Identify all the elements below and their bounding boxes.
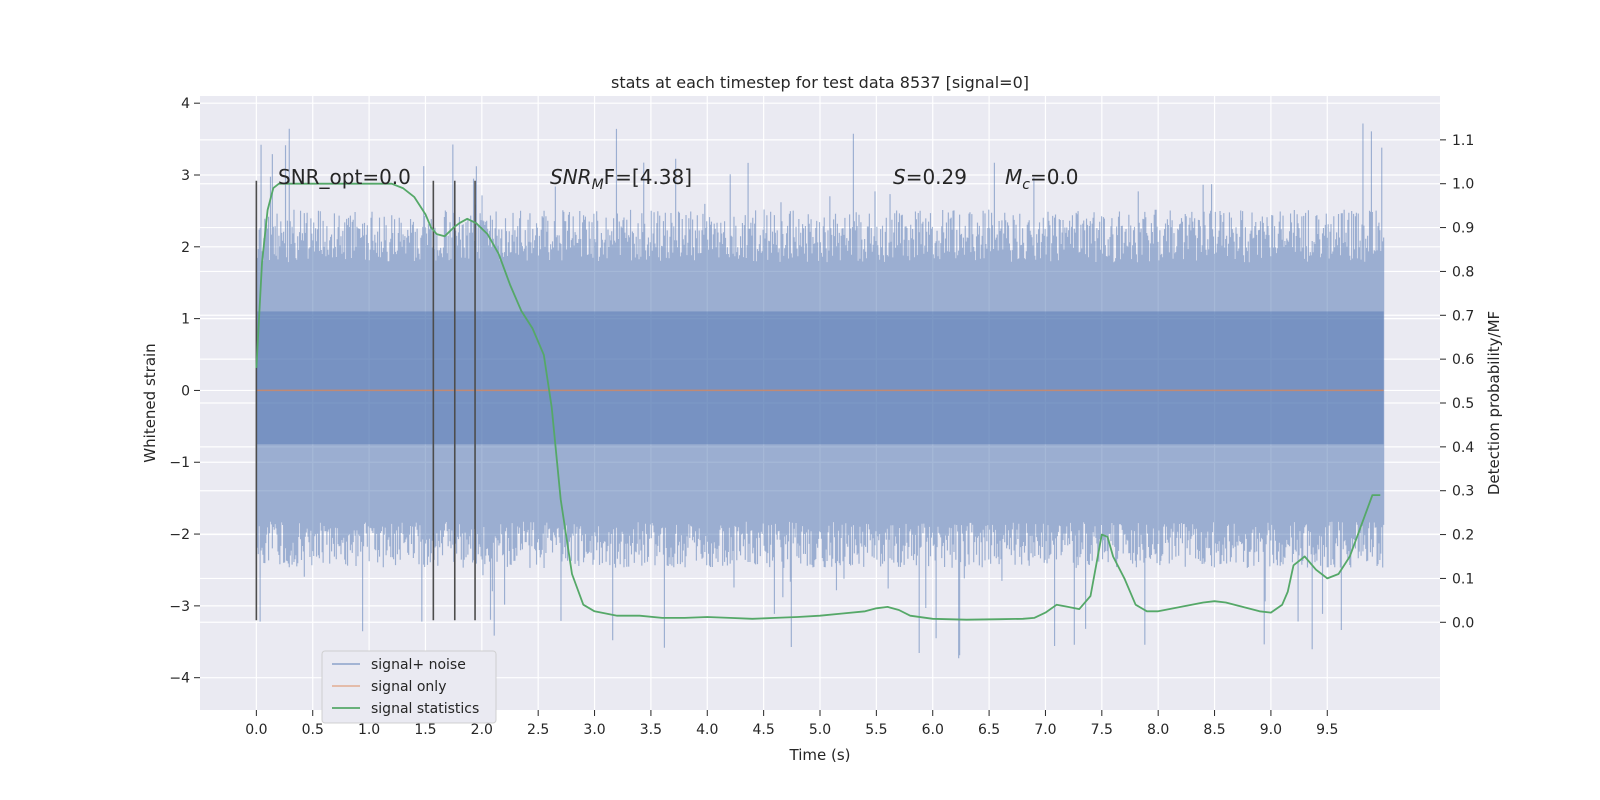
mc-symbol: M [1005,165,1022,189]
x-tick-label: 3.0 [583,722,605,738]
x-tick-label: 8.0 [1147,722,1169,738]
noise-core-band [256,311,1384,445]
y2-tick-label: 0.9 [1452,221,1474,237]
y2-tick-label: 0.7 [1452,308,1474,324]
x-ticks: 0.0 0.5 1.0 1.5 2.0 2.5 3.0 3.5 4.0 4.5 5.0 5.5 6.0 6… [245,710,1338,738]
snr-mf-main: SNR [550,165,592,189]
legend-label-statistics: signal statistics [371,701,479,717]
x-tick-label: 9.5 [1316,722,1338,738]
y2-tick-label: 0.8 [1452,264,1474,280]
x-tick-label: 0.5 [302,722,324,738]
legend: signal+ noise signal only signal statist… [321,650,497,724]
y-tick-label: −3 [169,599,190,615]
mc-subscript: c [1022,177,1030,193]
legend-label-signal-only: signal only [371,679,446,695]
x-tick-label: 6.0 [922,722,944,738]
x-tick-label: 5.5 [865,722,887,738]
x-tick-label: 8.5 [1203,722,1225,738]
snr-mf-value: F=[4.38] [604,165,692,189]
x-tick-label: 6.5 [978,722,1000,738]
x-tick-label: 4.5 [753,722,775,738]
y2-tick-label: 0.0 [1452,615,1474,631]
noise-series [255,123,1385,659]
y2-tick-label: 0.4 [1452,440,1474,456]
y-tick-label: −4 [169,671,190,687]
x-axis-label: Time (s) [789,746,851,764]
y-tick-label: 3 [181,168,190,184]
x-tick-label: 2.5 [527,722,549,738]
chart-title: stats at each timestep for test data 853… [611,73,1029,92]
s-annotation: S=0.29 [893,165,967,189]
y2-ticks: 0.0 0.1 0.2 0.3 0.4 0.5 0.6 0.7 0.8 0.9 1.0 1.1 [1440,133,1474,631]
y2-tick-label: 1.0 [1452,177,1474,193]
y2-tick-label: 0.3 [1452,484,1474,500]
x-tick-label: 1.0 [358,722,380,738]
vertical-markers [255,180,476,621]
statistics-line [255,182,1381,621]
x-tick-label: 0.0 [245,722,267,738]
x-tick-label: 7.0 [1034,722,1056,738]
y-tick-label: 4 [181,96,190,112]
snr-mf-annotation: SNRMF=[4.38] [550,165,692,193]
y-tick-label: −2 [169,527,190,543]
x-tick-label: 2.0 [471,722,493,738]
y2-tick-label: 0.2 [1452,528,1474,544]
y-tick-label: 1 [181,312,190,328]
y-ticks: −4 −3 −2 −1 0 1 2 3 4 [169,96,200,687]
y-axis-label: Whitened strain [141,343,159,462]
s-value: =0.29 [906,165,967,189]
signal-statistics-series [255,182,1381,621]
y2-tick-label: 0.1 [1452,571,1474,587]
legend-label-noise: signal+ noise [371,657,466,673]
legend-box [321,650,497,724]
y2-axis-label: Detection probability/MF [1485,311,1503,495]
y-tick-label: 2 [181,240,190,256]
x-tick-label: 7.5 [1091,722,1113,738]
x-tick-label: 9.0 [1260,722,1282,738]
mc-annotation: Mc=0.0 [1005,165,1079,193]
x-tick-label: 5.0 [809,722,831,738]
snr-mf-subscript: M [592,177,604,193]
s-symbol: S [893,165,906,189]
mc-value: =0.0 [1030,165,1079,189]
x-tick-label: 3.5 [640,722,662,738]
x-tick-label: 4.0 [696,722,718,738]
y2-tick-label: 0.5 [1452,396,1474,412]
y2-tick-label: 0.6 [1452,352,1474,368]
snr-opt-annotation: SNR_opt=0.0 [278,165,411,189]
x-tick-label: 1.5 [414,722,436,738]
y2-tick-label: 1.1 [1452,133,1474,149]
y-tick-label: 0 [181,383,190,399]
y-tick-label: −1 [169,455,190,471]
